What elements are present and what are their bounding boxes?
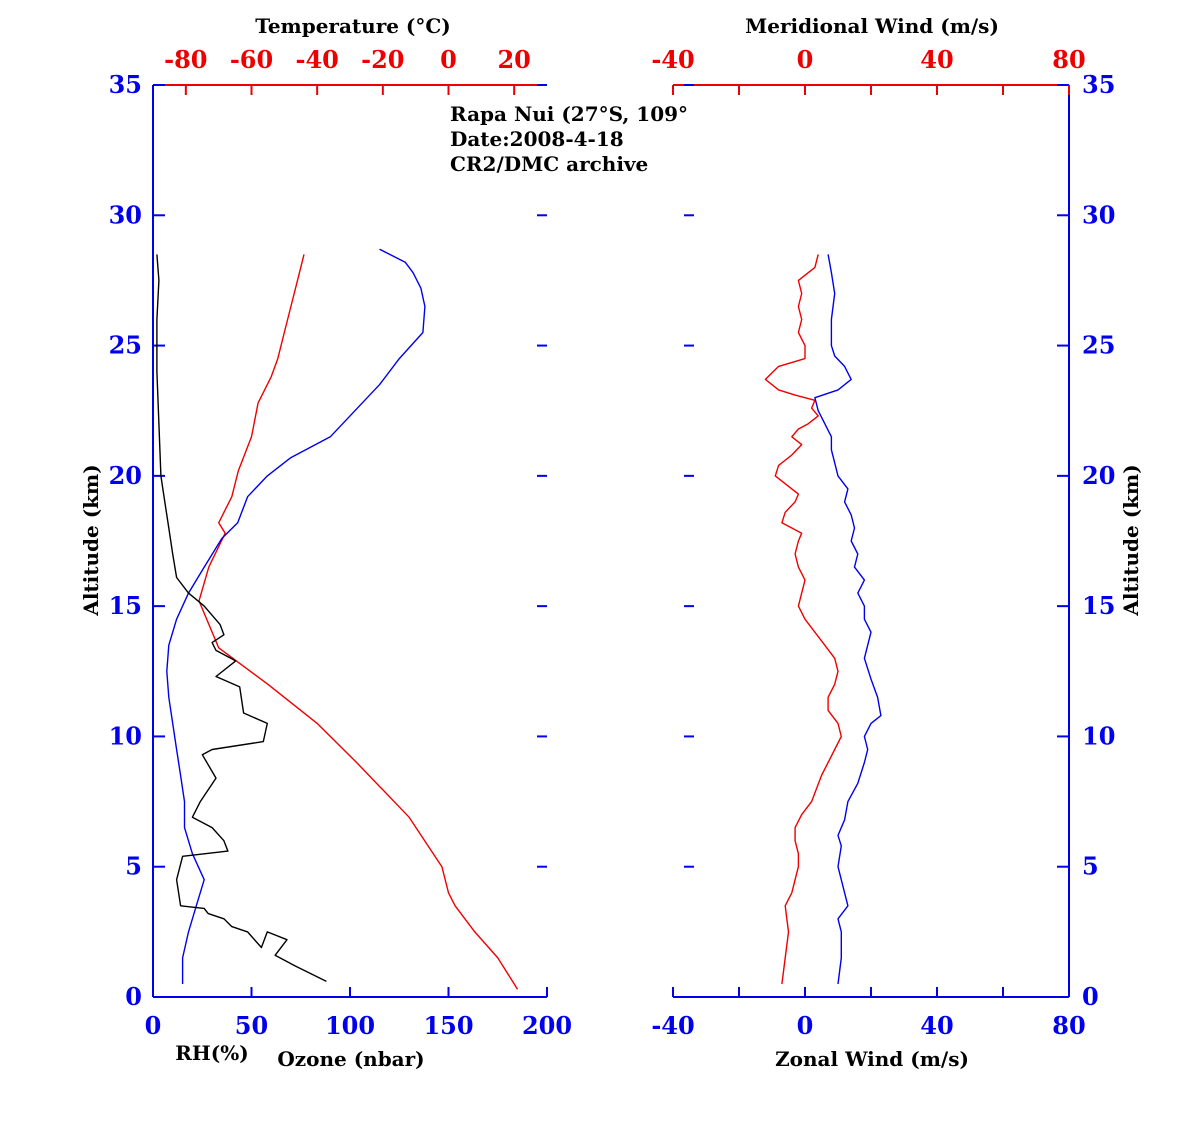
temperature-axis-label: Temperature (°C) — [255, 14, 451, 38]
right-altitude-tick-label: 20 — [1082, 461, 1115, 490]
annotation-archive: CR2/DMC archive — [450, 152, 648, 176]
left-series-black-line — [156, 254, 327, 983]
left-altitude-tick-label: 35 — [109, 70, 142, 99]
right-altitude-tick-label: 5 — [1082, 852, 1099, 881]
right-bottom-tick-label: 80 — [1052, 1011, 1085, 1040]
right-altitude-tick-label: 0 — [1082, 982, 1099, 1011]
ozone-ticks: 0 50 100 150 200 — [145, 987, 572, 1040]
left-bottom-tick-label: 0 — [145, 1011, 162, 1040]
left-altitude-tick-label: 10 — [109, 721, 142, 750]
ozone-axis-label: Ozone (nbar) — [277, 1047, 424, 1071]
right-series — [764, 254, 882, 985]
zonal-wind-axis-label: Zonal Wind (m/s) — [775, 1047, 969, 1071]
left-panel-frame — [152, 84, 547, 998]
left-top-tick-label: -40 — [295, 45, 338, 74]
left-series-red-line — [198, 254, 519, 990]
left-altitude-tick-label: 15 — [109, 591, 142, 620]
left-series — [156, 248, 519, 990]
annotation: Rapa Nui (27°S, 109° Date:2008-4-18 CR2/… — [450, 102, 688, 176]
meridional-wind-axis-label: Meridional Wind (m/s) — [745, 14, 999, 38]
right-panel-frame — [673, 84, 1070, 998]
right-altitude-label: Altitude (km) — [1119, 464, 1143, 616]
left-bottom-tick-label: 50 — [235, 1011, 268, 1040]
right-top-tick-label: 0 — [797, 45, 814, 74]
right-bottom-tick-label: 0 — [797, 1011, 814, 1040]
left-top-tick-label: -20 — [361, 45, 404, 74]
right-altitude-tick-label: 10 — [1082, 721, 1115, 750]
right-series-blue-line — [814, 254, 882, 985]
annotation-date: Date:2008-4-18 — [450, 127, 624, 151]
left-top-tick-label: -80 — [164, 45, 207, 74]
right-altitude-tick-label: 35 — [1082, 70, 1115, 99]
right-bottom-tick-label: -40 — [651, 1011, 694, 1040]
left-top-tick-label: 20 — [497, 45, 530, 74]
left-bottom-tick-label: 100 — [325, 1011, 375, 1040]
left-altitude-tick-label: 25 — [109, 331, 142, 360]
annotation-site: Rapa Nui (27°S, 109° — [450, 102, 688, 126]
left-altitude-ticks: 0 5 10 15 20 25 30 35 — [109, 70, 547, 1011]
left-altitude-tick-label: 20 — [109, 461, 142, 490]
right-altitude-tick-label: 25 — [1082, 331, 1115, 360]
left-altitude-label: Altitude (km) — [79, 464, 103, 616]
right-series-red-line — [764, 254, 842, 985]
right-top-tick-label: 40 — [920, 45, 953, 74]
left-bottom-tick-label: 200 — [522, 1011, 572, 1040]
left-panel: 0 5 10 15 20 25 30 35 -80 -60 -40 -20 0 20 0 50 100 150… — [79, 14, 572, 1071]
right-altitude-ticks: 0 5 10 15 20 25 30 35 — [684, 70, 1115, 1011]
zonal-wind-ticks: -40 0 40 80 — [651, 987, 1086, 1040]
right-top-tick-label: -40 — [651, 45, 694, 74]
meridional-wind-ticks: -40 0 40 80 — [651, 45, 1086, 95]
left-altitude-tick-label: 0 — [125, 982, 142, 1011]
left-altitude-tick-label: 30 — [109, 200, 142, 229]
left-top-tick-label: 0 — [440, 45, 457, 74]
left-top-tick-label: -60 — [230, 45, 273, 74]
temperature-ticks: -80 -60 -40 -20 0 20 — [164, 45, 531, 95]
right-panel: 0 5 10 15 20 25 30 35 -40 0 40 80 -40 0 40 80 Altitud… — [651, 14, 1143, 1071]
left-altitude-tick-label: 5 — [125, 852, 142, 881]
right-altitude-tick-label: 30 — [1082, 200, 1115, 229]
right-top-tick-label: 80 — [1052, 45, 1085, 74]
rh-axis-label: RH(%) — [175, 1041, 248, 1065]
right-altitude-tick-label: 15 — [1082, 591, 1115, 620]
left-bottom-tick-label: 150 — [423, 1011, 473, 1040]
right-bottom-tick-label: 40 — [920, 1011, 953, 1040]
